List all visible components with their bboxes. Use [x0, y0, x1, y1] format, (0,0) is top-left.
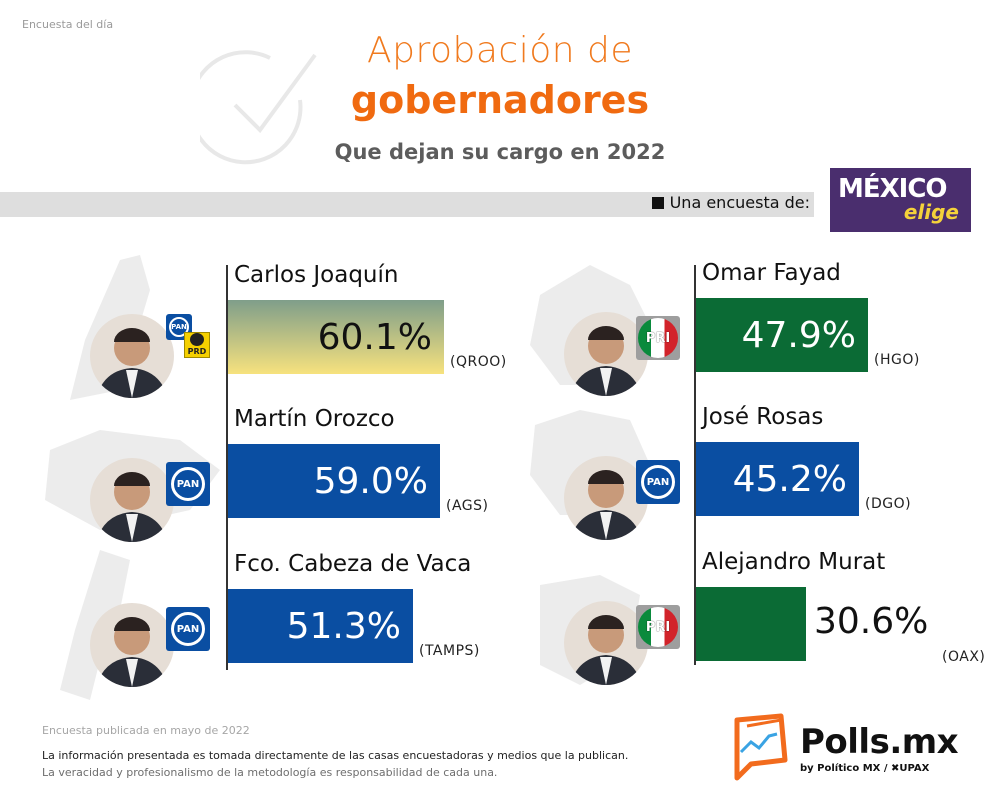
state-label: (QROO) — [450, 354, 507, 370]
pan-logo-icon: PAN — [166, 314, 192, 340]
subtitle: Que dejan su cargo en 2022 — [334, 140, 666, 164]
pan-logo-icon: PAN — [636, 460, 680, 504]
state-label: (AGS) — [446, 498, 489, 514]
title-line2: gobernadores — [350, 78, 650, 122]
approval-bar: 47.9% — [696, 298, 868, 372]
candidate-photo — [564, 601, 648, 685]
survey-by-label: Una encuesta de: — [651, 193, 810, 212]
pan-logo-icon: PAN — [166, 607, 210, 651]
disclaimer-line1: La información presentada es tomada dire… — [42, 749, 629, 762]
approval-bar — [696, 587, 806, 661]
survey-by-text: Una encuesta de: — [669, 193, 810, 212]
pri-logo-text: PRI — [638, 318, 678, 358]
value-label: 51.3% — [286, 605, 401, 647]
right-axis-line — [694, 265, 696, 665]
mexico-elige-logo: MÉXICO elige — [830, 168, 971, 232]
prd-logo-text: PRD — [187, 347, 207, 356]
published-note: Encuesta publicada en mayo de 2022 — [42, 724, 250, 737]
value-label: 45.2% — [732, 458, 847, 500]
title-line1: Aprobación de — [366, 30, 633, 71]
value-label: 59.0% — [313, 460, 428, 502]
candidate-photo — [564, 456, 648, 540]
pri-logo-icon: PRI — [636, 316, 680, 360]
prd-logo-icon: PRD — [184, 332, 210, 358]
checkmark-watermark-icon — [200, 50, 317, 165]
pan-logo-text: PAN — [171, 612, 205, 646]
pan-logo-text: PAN — [171, 467, 205, 501]
disclaimer-line2: La veracidad y profesionalismo de la met… — [42, 766, 498, 779]
pri-logo-text: PRI — [638, 607, 678, 647]
state-label: (OAX) — [942, 649, 986, 665]
value-label: 47.9% — [741, 314, 856, 356]
value-label: 60.1% — [317, 316, 432, 358]
pan-logo-text: PAN — [169, 317, 189, 337]
candidate-name: José Rosas — [702, 404, 824, 430]
candidate-name: Fco. Cabeza de Vaca — [234, 551, 472, 577]
approval-bar: 45.2% — [696, 442, 859, 516]
kicker-text: Encuesta del día — [22, 18, 114, 31]
prd-sun-icon — [190, 333, 204, 346]
candidate-name: Carlos Joaquín — [234, 262, 399, 288]
state-label: (TAMPS) — [419, 643, 480, 659]
approval-bar: 59.0% — [228, 444, 440, 518]
polls-mx-byline: by Político MX / ✖UPAX — [800, 763, 930, 774]
source-band — [0, 192, 814, 217]
value-label: 30.6% — [814, 601, 929, 642]
candidate-name: Alejandro Murat — [702, 549, 886, 575]
approval-bar: 51.3% — [228, 589, 413, 663]
pri-logo-icon: PRI — [636, 605, 680, 649]
state-label: (DGO) — [865, 496, 912, 512]
candidate-name: Martín Orozco — [234, 406, 395, 432]
mexico-elige-logo-sub: elige — [903, 200, 959, 224]
state-label: (HGO) — [874, 352, 920, 368]
candidate-photo — [90, 314, 174, 398]
pan-logo-text: PAN — [641, 465, 675, 499]
polls-mx-logo-icon — [734, 713, 788, 781]
left-axis-line — [226, 265, 228, 670]
square-bullet-icon — [651, 196, 664, 209]
pan-logo-icon: PAN — [166, 462, 210, 506]
mexico-elige-logo-text: MÉXICO — [838, 174, 948, 204]
approval-bar: 60.1% — [228, 300, 444, 374]
candidate-photo — [90, 603, 174, 687]
candidate-photo — [90, 458, 174, 542]
candidate-name: Omar Fayad — [702, 260, 841, 286]
polls-mx-brand: Polls.mx — [800, 722, 959, 762]
candidate-photo — [564, 312, 648, 396]
